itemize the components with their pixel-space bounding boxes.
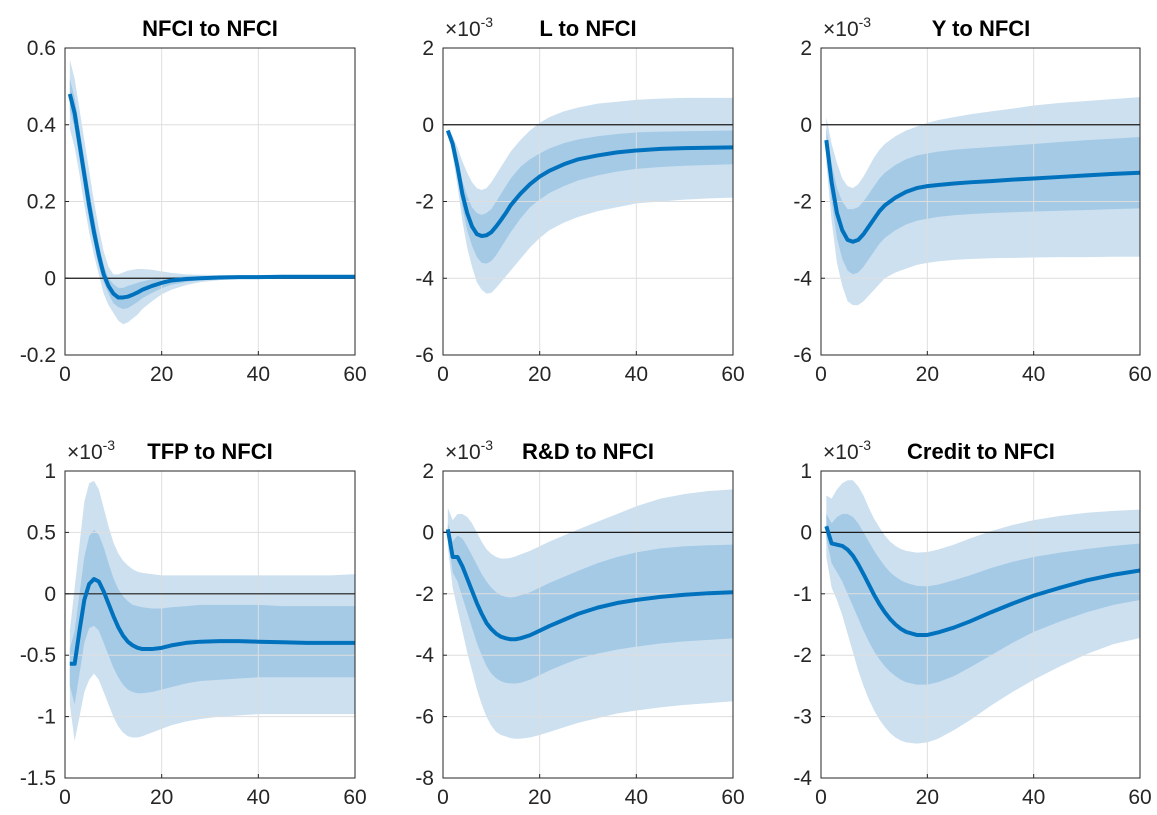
confidence-band-inner [69, 529, 355, 705]
y-tick-label: -6 [415, 706, 434, 729]
median-response-line [67, 93, 355, 300]
y-tick-label: -2 [415, 191, 434, 214]
exponent-power: -3 [859, 14, 872, 30]
y-tick-label: -2 [415, 583, 434, 606]
x-tick-label: 60 [1128, 363, 1151, 386]
confidence-band-inner [447, 523, 733, 684]
subplot-3: 0 20 40 60 -6 -4 -2 0 2 ×10-3 Y to NFCI [793, 14, 1151, 386]
y-tick-label: 1 [800, 460, 812, 483]
y-tick-label: -1.5 [20, 767, 56, 790]
x-tick-label: 0 [59, 786, 71, 809]
y-tick-label: -0.2 [20, 344, 56, 367]
y-tick-label: -1 [793, 583, 812, 606]
y-tick-label: 2 [422, 37, 434, 60]
y-tick-label: -4 [415, 644, 434, 667]
confidence-band-outer [447, 97, 733, 294]
x-tick-label: 60 [343, 786, 366, 809]
axis-exponent-label: ×10-3 [445, 14, 493, 41]
x-tick-label: 0 [59, 363, 71, 386]
y-tick-label: 0 [422, 521, 434, 544]
axes-box [64, 470, 356, 779]
subplot-5: 0 20 40 60 -8 -6 -4 -2 0 2 ×10-3 R&D to NFCI [415, 437, 744, 809]
x-tick-label: 40 [625, 363, 648, 386]
axis-exponent-label: ×10-3 [823, 437, 871, 464]
y-tick-label: 0 [800, 521, 812, 544]
y-tick-label: -6 [415, 344, 434, 367]
subplot-title: Y to NFCI [932, 16, 1031, 41]
x-tick-label: 40 [1022, 786, 1045, 809]
y-tick-label: 0.4 [27, 114, 57, 137]
y-tick-label: -2 [793, 644, 812, 667]
axes-box [442, 470, 734, 779]
subplot-title: L to NFCI [539, 16, 636, 41]
subplot-title: R&D to NFCI [522, 439, 654, 464]
y-tick-label: 0 [800, 114, 812, 137]
axes-box [820, 470, 1141, 779]
y-tick-label: -2 [793, 191, 812, 214]
exponent-power: -3 [481, 437, 494, 453]
y-tick-label: 0 [422, 114, 434, 137]
x-tick-label: 20 [916, 363, 939, 386]
x-tick-label: 20 [916, 786, 939, 809]
subplot-title: NFCI to NFCI [142, 16, 278, 41]
exponent-base: ×10 [445, 18, 481, 41]
subplot-4: 0 20 40 60 -1.5 -1 -0.5 0 0.5 1 ×10-3 TFP to NFCI [20, 437, 367, 809]
y-tick-label: -1 [37, 706, 56, 729]
median-response-line [824, 525, 1140, 637]
subplot-2: 0 20 40 60 -6 -4 -2 0 2 ×10-3 L to NFCI [415, 14, 744, 386]
exponent-power: -3 [103, 437, 116, 453]
confidence-band-inner [447, 129, 733, 264]
y-tick-label: 0.6 [27, 37, 56, 60]
y-tick-label: 0.2 [27, 191, 56, 214]
x-tick-label: 0 [437, 363, 449, 386]
exponent-base: ×10 [823, 441, 859, 464]
exponent-base: ×10 [823, 18, 859, 41]
y-tick-label: -6 [793, 344, 812, 367]
y-tick-label: -4 [793, 767, 812, 790]
median-response-line [445, 528, 733, 642]
subplot-title: TFP to NFCI [147, 439, 272, 464]
axis-exponent-label: ×10-3 [445, 437, 493, 464]
x-tick-label: 60 [721, 363, 744, 386]
x-tick-label: 60 [721, 786, 744, 809]
y-tick-label: 0.5 [27, 521, 56, 544]
x-tick-label: 0 [815, 363, 827, 386]
subplot-title: Credit to NFCI [907, 439, 1055, 464]
x-tick-label: 60 [343, 363, 366, 386]
y-tick-label: 1 [44, 460, 56, 483]
median-response-line [824, 139, 1140, 244]
y-tick-label: 2 [422, 460, 434, 483]
x-tick-label: 0 [815, 786, 827, 809]
axis-exponent-label: ×10-3 [823, 14, 871, 41]
x-tick-label: 40 [247, 363, 270, 386]
median-response-line [445, 129, 733, 239]
y-tick-label: -8 [415, 767, 434, 790]
x-tick-label: 20 [528, 786, 551, 809]
y-tick-label: -0.5 [20, 644, 56, 667]
y-tick-label: 0 [44, 267, 56, 290]
x-tick-label: 20 [150, 786, 173, 809]
x-tick-label: 40 [625, 786, 648, 809]
subplot-6: 0 20 40 60-4-3-2-101×10-3 Credit to NFCI [793, 437, 1151, 809]
y-tick-label: -4 [415, 267, 434, 290]
x-tick-label: 40 [1022, 363, 1045, 386]
y-tick-label: 2 [800, 37, 812, 60]
exponent-base: ×10 [67, 441, 103, 464]
exponent-power: -3 [859, 437, 872, 453]
x-tick-label: 60 [1128, 786, 1151, 809]
x-tick-label: 0 [437, 786, 449, 809]
x-tick-label: 20 [150, 363, 173, 386]
y-tick-label: -3 [793, 706, 812, 729]
confidence-band-inner [826, 513, 1140, 685]
exponent-base: ×10 [445, 441, 481, 464]
x-tick-label: 40 [247, 786, 270, 809]
x-tick-label: 20 [528, 363, 551, 386]
y-tick-label: -4 [793, 267, 812, 290]
axis-exponent-label: ×10-3 [67, 437, 115, 464]
median-response-line [69, 577, 355, 666]
y-tick-label: 0 [44, 583, 56, 606]
exponent-power: -3 [481, 14, 494, 30]
